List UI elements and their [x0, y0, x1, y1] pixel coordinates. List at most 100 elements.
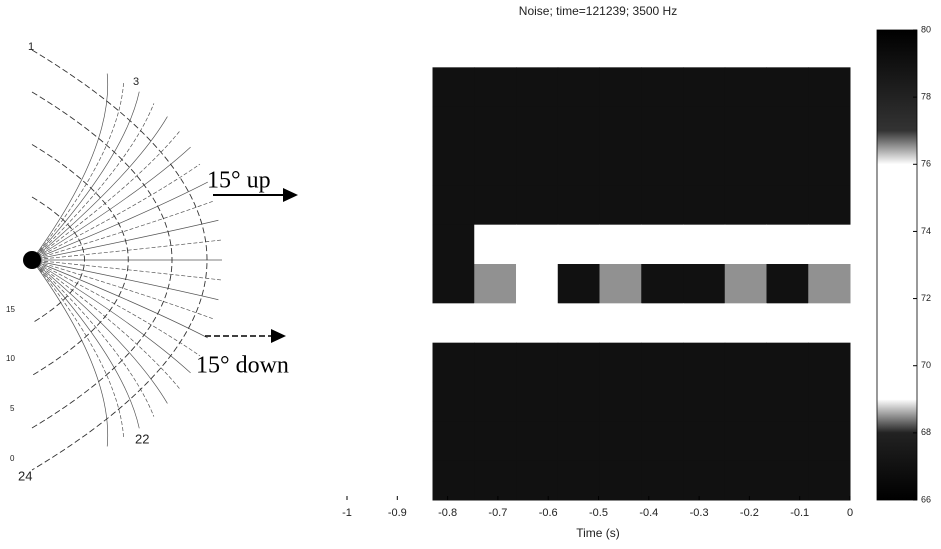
heat-cell — [641, 146, 684, 186]
array-line — [31, 259, 201, 357]
array-line — [31, 259, 180, 390]
heat-cell — [724, 106, 768, 147]
heat-cell — [683, 224, 726, 265]
heat-cell — [599, 382, 642, 422]
colorbar-tick-label: 74 — [921, 226, 931, 236]
array-line — [31, 259, 155, 417]
heat-cell — [724, 224, 768, 265]
heat-cell — [766, 264, 809, 304]
heat-cell — [724, 146, 768, 186]
x-tick-label: -0.5 — [589, 507, 608, 519]
heat-cell — [808, 382, 851, 422]
x-tick-label: 0 — [847, 507, 853, 519]
heat-cell — [516, 28, 559, 68]
heat-cell — [683, 342, 726, 383]
diagram-label: 22 — [135, 431, 149, 446]
heat-cell — [516, 146, 559, 186]
diagram-label: 5 — [10, 404, 15, 413]
heat-cell — [641, 382, 684, 422]
heat-cell — [516, 421, 559, 462]
array-line — [31, 91, 140, 261]
heat-cell — [432, 67, 475, 108]
heat-cell — [557, 421, 601, 462]
x-axis-label: Time (s) — [576, 526, 620, 540]
heat-cell — [432, 264, 475, 304]
colorbar-tick-label: 70 — [921, 360, 931, 370]
heat-cell — [557, 264, 601, 304]
heat-cell — [432, 224, 475, 265]
heat-cell — [683, 382, 726, 422]
heat-cell — [516, 460, 559, 501]
heat-cell — [683, 421, 726, 462]
heat-cell — [432, 146, 475, 186]
heat-cell — [808, 264, 851, 304]
diagram-label: 3 — [133, 76, 139, 88]
heat-cell — [599, 303, 642, 344]
heat-cell — [599, 106, 642, 147]
heat-cell — [641, 185, 684, 226]
heat-cell — [599, 421, 642, 462]
heat-cell — [432, 106, 475, 147]
heat-cell — [557, 342, 601, 383]
array-line — [31, 259, 168, 404]
heat-cell — [432, 342, 475, 383]
heat-cell — [808, 303, 851, 344]
array-diagram — [23, 49, 222, 471]
array-line — [31, 259, 215, 320]
heat-cell — [724, 28, 768, 68]
array-line — [31, 103, 155, 261]
colorbar — [876, 29, 918, 501]
heat-cell — [766, 421, 809, 462]
diagram-label: 0 — [10, 454, 15, 463]
heat-cell — [474, 106, 517, 147]
array-line — [31, 259, 109, 447]
heat-cell — [683, 67, 726, 108]
heat-cell — [683, 146, 726, 186]
arc — [31, 144, 129, 376]
heat-cell — [724, 421, 768, 462]
heat-cell — [557, 382, 601, 422]
hub — [23, 251, 41, 269]
heat-cell — [557, 67, 601, 108]
heat-cell — [516, 382, 559, 422]
array-line — [31, 259, 208, 339]
colorbar-tick-label: 72 — [921, 293, 931, 303]
heat-cell — [766, 146, 809, 186]
annotation: 15° down — [196, 353, 289, 379]
heat-cell — [474, 28, 517, 68]
heat-cell — [724, 264, 768, 304]
heat-cell — [808, 146, 851, 186]
array-line — [31, 73, 109, 261]
heat-cell — [683, 303, 726, 344]
heat-cell — [432, 460, 475, 501]
x-tick-label: -0.7 — [488, 507, 507, 519]
heat-cell — [516, 303, 559, 344]
heat-cell — [599, 146, 642, 186]
heat-cell — [808, 185, 851, 226]
arc — [31, 91, 173, 429]
x-tick-label: -0.1 — [790, 507, 809, 519]
arc — [31, 49, 208, 471]
array-line — [31, 116, 168, 261]
heat-cell — [683, 28, 726, 68]
x-tick-label: -0.3 — [690, 507, 709, 519]
heat-cell — [432, 185, 475, 226]
heat-cell — [474, 264, 517, 304]
array-line — [31, 259, 191, 374]
heat-cell — [474, 224, 517, 265]
array-line — [31, 200, 215, 261]
heat-cell — [557, 28, 601, 68]
heat-cell — [599, 185, 642, 226]
heat-cell — [432, 303, 475, 344]
heat-cell — [683, 264, 726, 304]
heat-cell — [599, 224, 642, 265]
x-tick-label: -0.8 — [438, 507, 457, 519]
heat-cell — [641, 342, 684, 383]
heat-cell — [766, 303, 809, 344]
heat-cell — [808, 106, 851, 147]
heat-cell — [641, 67, 684, 108]
heat-cell — [766, 67, 809, 108]
heat-cell — [516, 67, 559, 108]
heat-cell — [516, 264, 559, 304]
